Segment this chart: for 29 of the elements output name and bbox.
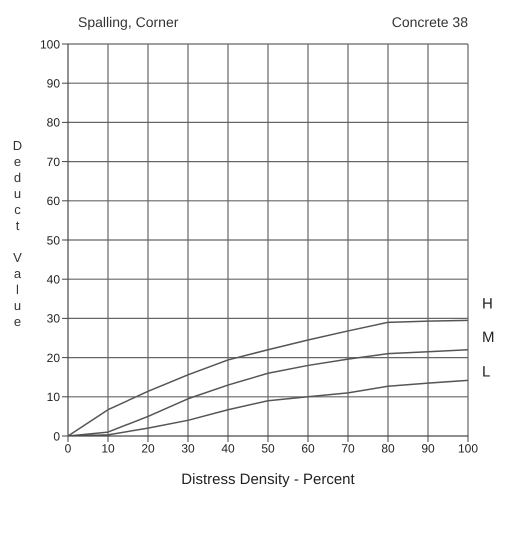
y-tick-label: 30 (46, 312, 60, 326)
y-tick-label: 20 (46, 350, 60, 365)
y-axis-title: Deduct Value (10, 138, 25, 330)
x-tick-label: 20 (141, 442, 155, 456)
x-axis-title: Distress Density - Percent (181, 471, 356, 488)
y-tick-label: 70 (46, 154, 60, 169)
x-tick-label: 10 (101, 442, 115, 456)
chart-title: Spalling, Corner (78, 14, 178, 30)
y-tick-label: 90 (46, 76, 60, 90)
y-tick-label: 100 (40, 37, 60, 52)
series-label: H (482, 295, 493, 312)
y-tick-label: 0 (53, 429, 60, 444)
x-tick-label: 30 (181, 442, 195, 456)
x-tick-label: 0 (64, 442, 72, 456)
x-tick-label: 50 (261, 442, 275, 456)
chart-subtitle: Concrete 38 (392, 14, 468, 30)
x-tick-label: 100 (458, 442, 478, 456)
series-label: L (482, 363, 490, 380)
y-tick-label: 10 (46, 390, 60, 404)
x-tick-label: 90 (421, 442, 435, 456)
y-tick-label: 40 (46, 272, 60, 286)
y-tick-label: 60 (46, 194, 60, 208)
series-label: M (482, 328, 494, 346)
x-tick-label: 40 (221, 442, 235, 456)
x-tick-label: 60 (301, 442, 315, 456)
x-tick-label: 70 (341, 442, 355, 456)
x-tick-label: 80 (381, 442, 395, 456)
y-tick-label: 80 (46, 116, 60, 130)
y-tick-label: 50 (46, 233, 60, 248)
